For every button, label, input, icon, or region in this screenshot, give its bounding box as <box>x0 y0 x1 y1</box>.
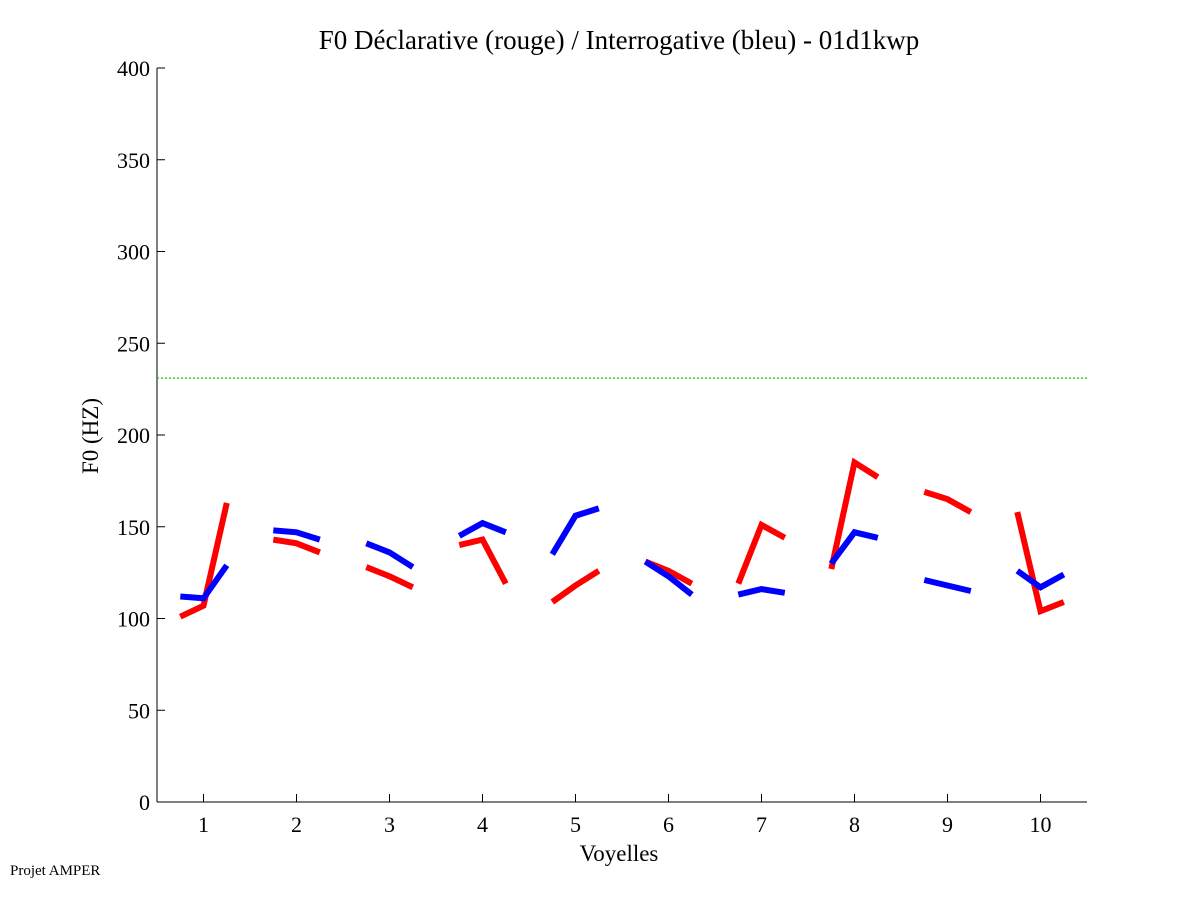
f0-segment-vowel-3 <box>365 540 415 570</box>
f0-segment-vowel-8 <box>828 528 879 566</box>
f0-segment-vowel-9 <box>923 577 972 594</box>
f0-segment-vowel-7 <box>737 586 786 598</box>
x-tick-label: 2 <box>291 812 302 837</box>
series-interrogative <box>180 505 1066 602</box>
f0-segment-vowel-2 <box>272 536 321 556</box>
y-tick-label: 350 <box>117 148 150 173</box>
y-tick-label: 400 <box>117 56 150 81</box>
y-axis-label: F0 (HZ) <box>78 398 103 474</box>
y-tick-label: 0 <box>139 790 150 815</box>
x-tick-label: 9 <box>942 812 953 837</box>
x-axis-label: Voyelles <box>580 841 659 866</box>
axes: 0 50 100 150 200 250 300 350 400 1 2 3 4 5 6 7 8 9 10 <box>117 56 1087 837</box>
x-tick-label: 6 <box>663 812 674 837</box>
x-tick-label: 10 <box>1030 812 1052 837</box>
x-tick-label: 5 <box>570 812 581 837</box>
f0-segment-vowel-4 <box>458 536 509 586</box>
f0-segment-vowel-8 <box>828 457 880 570</box>
y-tick-label: 100 <box>117 607 150 632</box>
f0-segment-vowel-5 <box>549 505 600 556</box>
f0-segment-vowel-7 <box>735 520 787 585</box>
y-tick-label: 200 <box>117 423 150 448</box>
series-dclarative <box>179 457 1065 620</box>
f0-segment-vowel-1 <box>179 502 230 620</box>
x-tick-label: 7 <box>756 812 767 837</box>
footer-credit: Projet AMPER <box>10 863 101 879</box>
x-tick-label: 4 <box>477 812 488 837</box>
chart-title: F0 Déclarative (rouge) / Interrogative (… <box>319 25 920 55</box>
series-layer <box>179 457 1066 620</box>
f0-segment-vowel-9 <box>923 489 973 515</box>
y-tick-label: 150 <box>117 515 150 540</box>
x-tick-label: 1 <box>198 812 209 837</box>
f0-segment-vowel-2 <box>273 527 321 543</box>
f0-segment-vowel-3 <box>365 564 415 591</box>
x-tick-label: 8 <box>849 812 860 837</box>
f0-segment-vowel-1 <box>180 563 230 602</box>
f0-segment-vowel-6 <box>643 559 694 597</box>
y-tick-label: 50 <box>128 698 150 723</box>
f0-segment-vowel-10 <box>1015 568 1066 591</box>
y-tick-label: 300 <box>117 240 150 265</box>
y-tick-label: 250 <box>117 331 150 356</box>
f0-segment-vowel-10 <box>1014 511 1065 616</box>
f0-segment-vowel-4 <box>457 519 507 539</box>
f0-segment-vowel-5 <box>550 568 601 605</box>
x-tick-label: 3 <box>384 812 395 837</box>
